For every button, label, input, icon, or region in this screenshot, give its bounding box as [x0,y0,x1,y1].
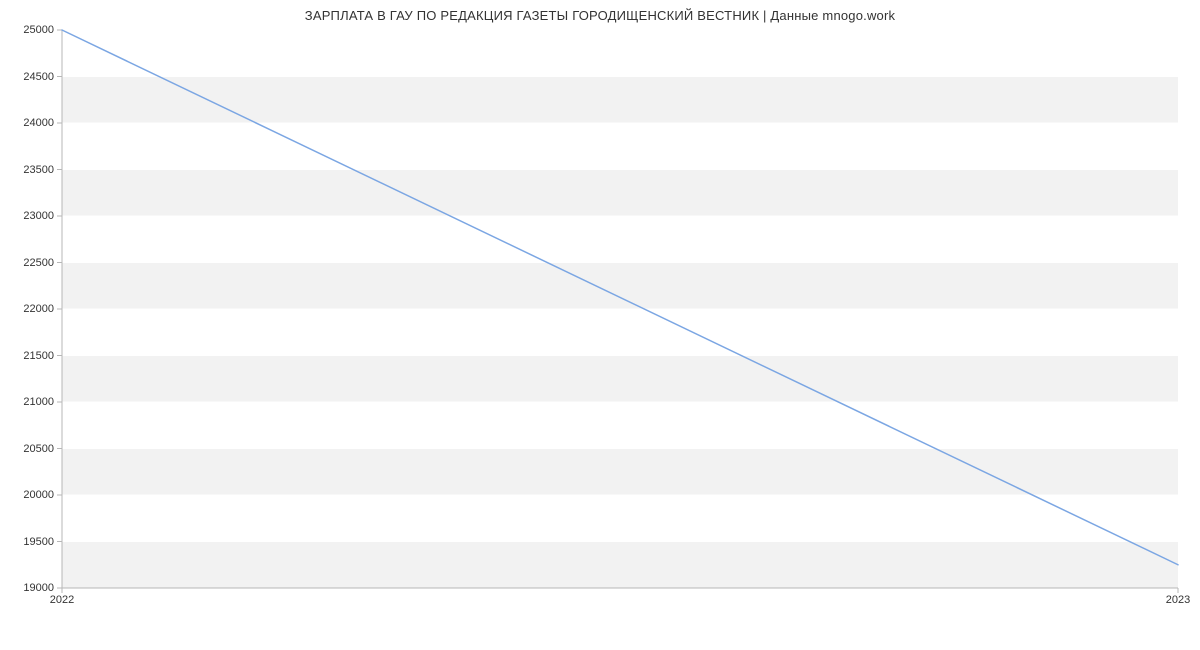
plot-svg [62,30,1178,588]
y-tick-label: 23000 [23,210,62,222]
x-tick-label: 2023 [1166,588,1190,606]
y-tick-label: 24500 [23,71,62,83]
y-tick-label: 24000 [23,117,62,129]
y-tick-label: 21000 [23,396,62,408]
y-tick-label: 19500 [23,536,62,548]
y-tick-label: 21500 [23,350,62,362]
chart-container: ЗАРПЛАТА В ГАУ ПО РЕДАКЦИЯ ГАЗЕТЫ ГОРОДИ… [0,0,1200,650]
plot-area: 1900019500200002050021000215002200022500… [62,30,1178,588]
y-tick-label: 22000 [23,303,62,315]
y-tick-label: 22500 [23,257,62,269]
x-tick-label: 2022 [50,588,74,606]
y-tick-label: 23500 [23,164,62,176]
chart-title: ЗАРПЛАТА В ГАУ ПО РЕДАКЦИЯ ГАЗЕТЫ ГОРОДИ… [0,8,1200,23]
y-tick-label: 25000 [23,24,62,36]
y-tick-label: 20000 [23,489,62,501]
y-tick-label: 20500 [23,443,62,455]
